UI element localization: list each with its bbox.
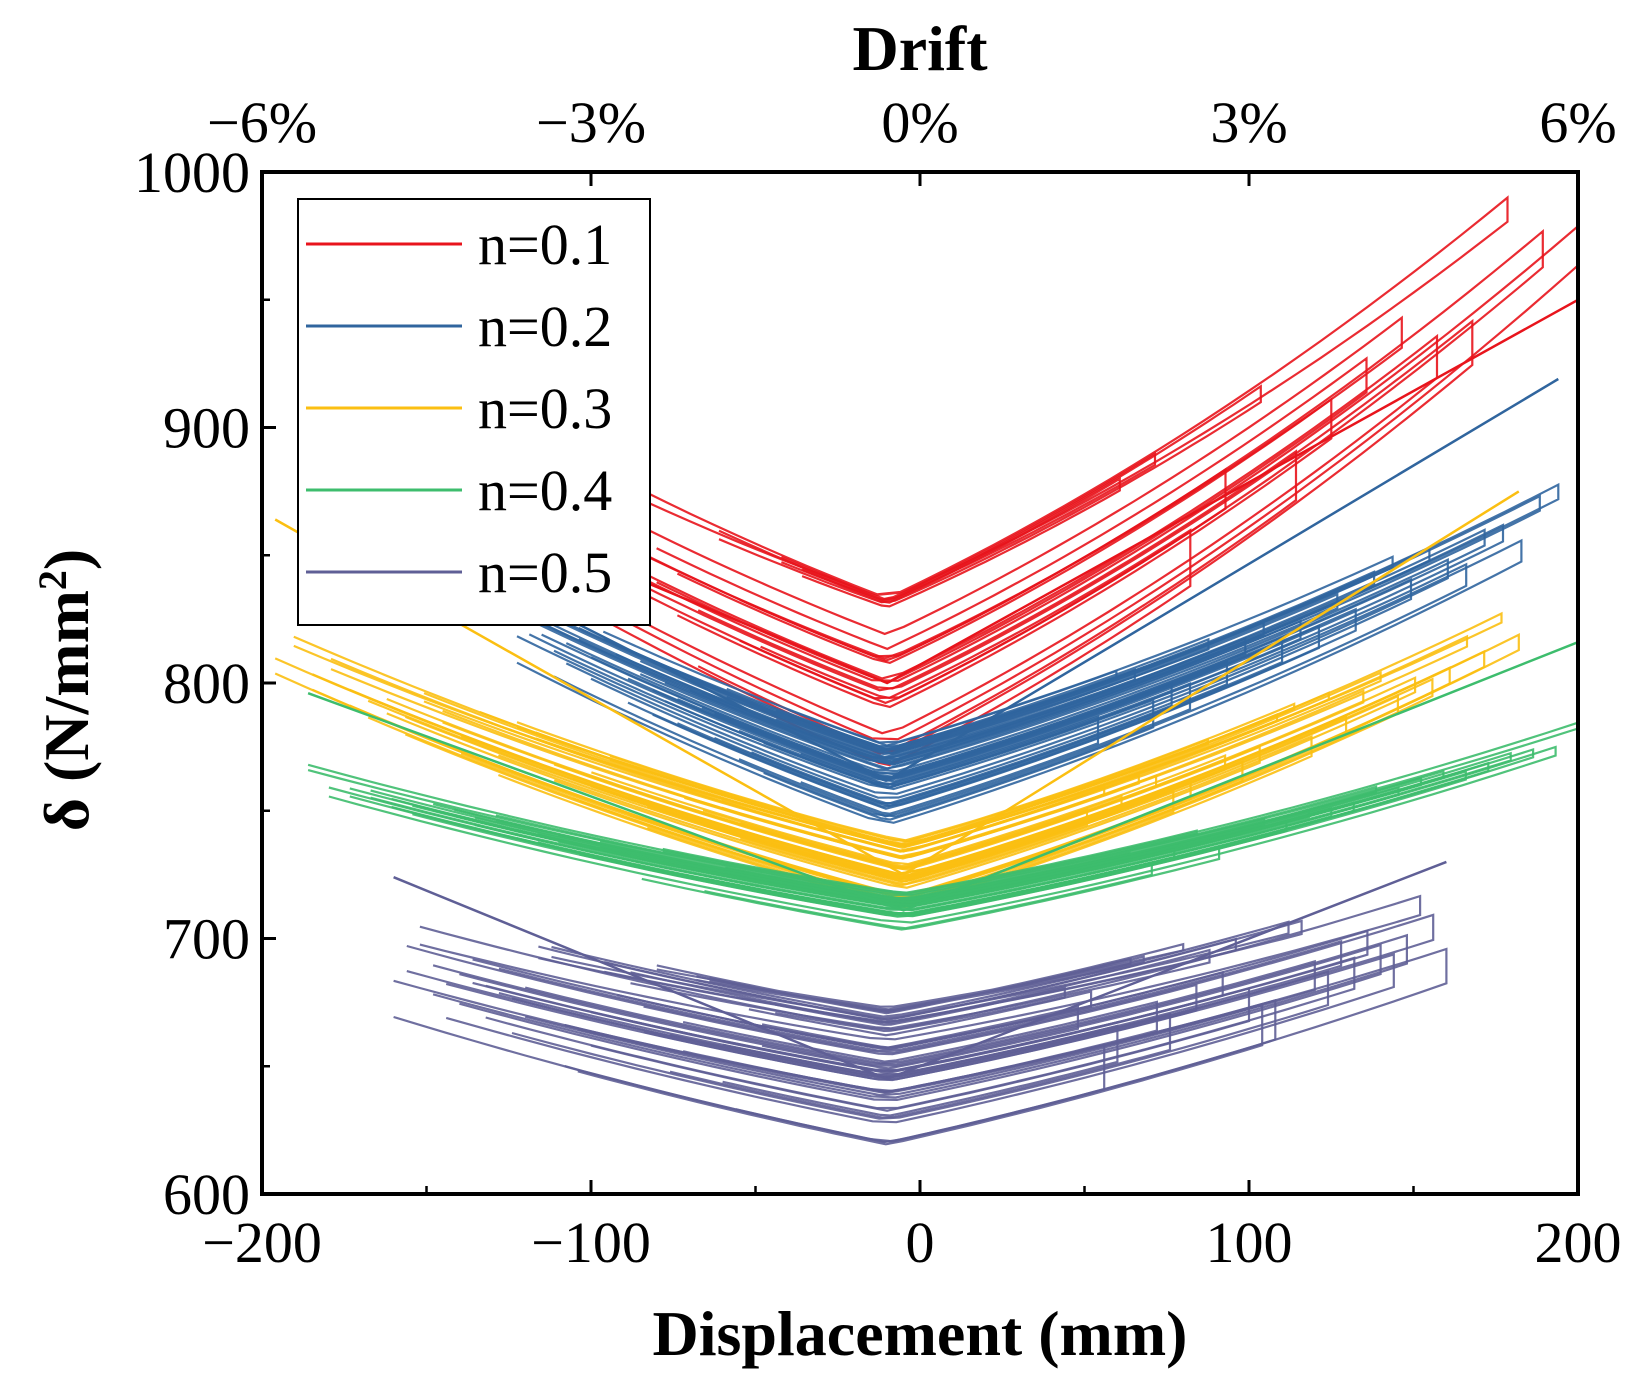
series-line xyxy=(406,913,1435,1079)
series-line xyxy=(531,224,1578,741)
x-tick-label: 200 xyxy=(1535,1210,1622,1275)
series-n=0.4 xyxy=(307,640,1578,931)
series-line xyxy=(718,384,1262,604)
series-line xyxy=(516,538,1523,824)
legend-box xyxy=(297,198,651,626)
y-tick-label: 1000 xyxy=(134,140,250,205)
series-line xyxy=(602,555,1394,748)
series-line xyxy=(504,494,1541,766)
y-axis-title: δ (N/mm2) xyxy=(30,549,103,831)
series-line xyxy=(307,721,1578,896)
series-line xyxy=(432,933,1408,1099)
series-line xyxy=(472,929,1369,1071)
series-line xyxy=(419,894,1422,1041)
series-line xyxy=(615,570,1376,759)
series-envelope xyxy=(491,377,1559,782)
series-line xyxy=(293,611,1503,848)
series-envelope xyxy=(274,490,1520,877)
series-line xyxy=(328,745,1557,924)
series-line xyxy=(491,482,1560,763)
series-line xyxy=(656,942,1185,1012)
y-axis-title-main: δ (N/mm xyxy=(31,590,102,831)
top-tick-label: 3% xyxy=(1210,90,1287,155)
series-envelope xyxy=(393,860,1447,1081)
ticks-layer: −200 −100 0 100 200 600 700 800 900 1000−6% −3% 0% 3… xyxy=(134,90,1622,1275)
series-line xyxy=(498,939,1343,1076)
series-line xyxy=(445,952,1395,1124)
top-tick-label: −3% xyxy=(536,90,646,155)
series-line xyxy=(538,919,1303,1024)
legend-label: n=0.4 xyxy=(478,458,612,523)
y-tick-label: 800 xyxy=(163,651,250,716)
legend-label: n=0.1 xyxy=(478,212,612,277)
y-tick-label: 700 xyxy=(163,907,250,972)
x-tick-label: 100 xyxy=(1206,1210,1293,1275)
top-axis-title: Drift xyxy=(852,13,988,84)
series-line xyxy=(367,677,1434,903)
y-axis-title-close: ) xyxy=(31,549,102,570)
series-line xyxy=(552,228,1544,700)
series-n=0.2 xyxy=(491,377,1560,824)
series-line xyxy=(393,947,1448,1143)
series-envelope xyxy=(307,640,1578,912)
series-line xyxy=(553,562,1468,818)
series-line xyxy=(330,634,1469,858)
series-line xyxy=(614,333,1439,735)
x-tick-label: −100 xyxy=(531,1210,651,1275)
legend: n=0.1 n=0.2 n=0.3 n=0.4 n=0.5 xyxy=(297,198,651,626)
x-tick-label: 0 xyxy=(906,1210,935,1275)
y-tick-label: 900 xyxy=(163,396,250,461)
series-line xyxy=(572,195,1509,597)
legend-label: n=0.2 xyxy=(478,294,612,359)
x-axis-title: Displacement (mm) xyxy=(653,1298,1188,1369)
series-layer xyxy=(274,195,1578,1146)
top-tick-label: 6% xyxy=(1539,90,1616,155)
y-tick-label: 600 xyxy=(163,1162,250,1227)
x-tick-label: −200 xyxy=(202,1210,322,1275)
legend-label: n=0.5 xyxy=(478,540,612,605)
top-tick-label: 0% xyxy=(881,90,958,155)
series-line xyxy=(274,633,1520,897)
legend-label: n=0.3 xyxy=(478,376,612,441)
top-tick-label: −6% xyxy=(207,90,317,155)
series-line xyxy=(528,523,1505,783)
y-axis-title-superscript: 2 xyxy=(30,570,75,590)
series-n=0.5 xyxy=(393,860,1448,1146)
series-envelope xyxy=(531,298,1578,685)
